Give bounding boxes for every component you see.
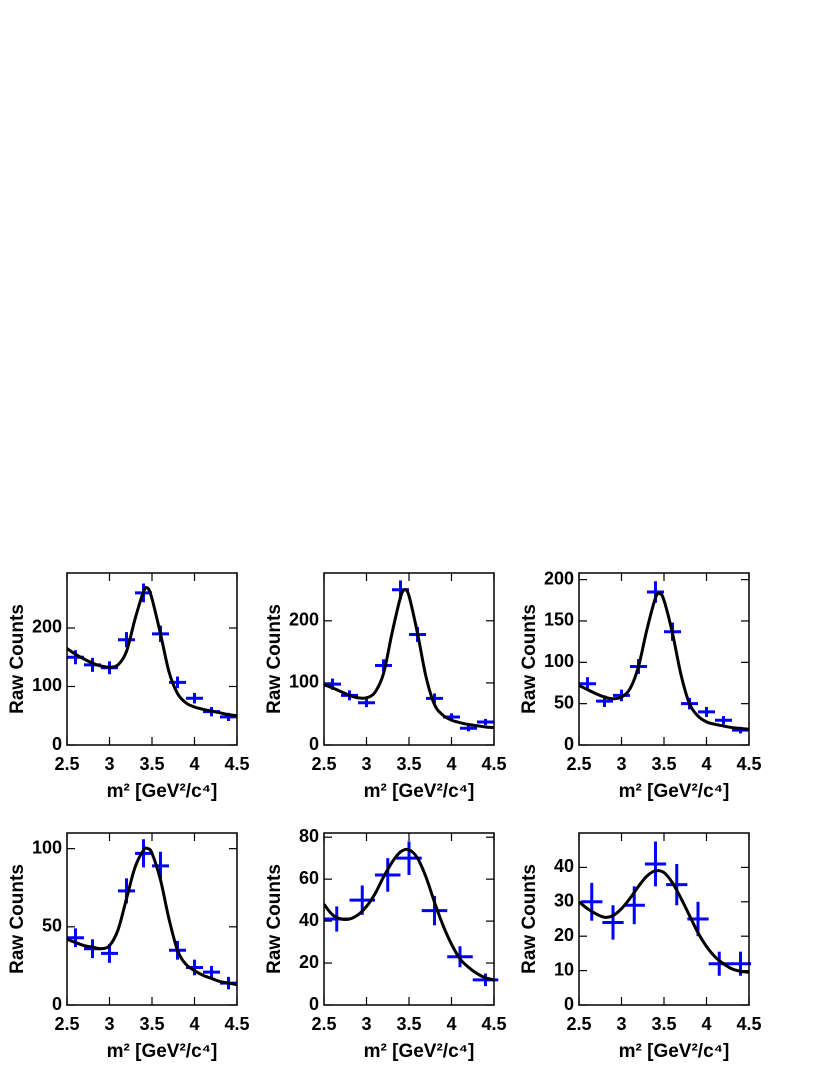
x-axis-title: m² [GeV²/c⁴] xyxy=(619,1041,730,1062)
y-tick-label: 0 xyxy=(52,994,62,1014)
plot-frame xyxy=(66,832,238,1006)
panel: 2.5 3 3.5 4 4.5 0 20 40 60 80 m² [GeV²/c⁴] Raw Coun… xyxy=(264,826,507,1062)
y-tick-label: 100 xyxy=(544,651,574,671)
x-tick-label: 2.5 xyxy=(54,1014,79,1034)
fit-curve xyxy=(324,847,494,982)
x-tick-label: 3.5 xyxy=(396,754,421,774)
x-tick-label: 3 xyxy=(361,754,371,774)
x-tick-label: 4.5 xyxy=(224,1014,249,1034)
y-tick-label: 0 xyxy=(309,994,319,1014)
x-tick-label: 2.5 xyxy=(566,1014,591,1034)
y-tick-label: 10 xyxy=(554,959,574,979)
panel: 2.5 3 3.5 4 4.5 0 10 20 30 40 m² [GeV²/c⁴] Raw Coun… xyxy=(519,832,762,1062)
fit-curve xyxy=(579,591,749,731)
panel: 2.5 3 3.5 4 4.5 0 100 200 m² [GeV²/c⁴] Raw Counts xyxy=(7,572,250,802)
x-tick-label: 3.5 xyxy=(651,1014,676,1034)
x-axis-title: m² [GeV²/c⁴] xyxy=(619,781,730,802)
x-tick-label: 4.5 xyxy=(481,754,506,774)
y-axis-title: Raw Counts xyxy=(264,864,285,974)
plot-frame xyxy=(578,572,750,746)
y-tick-label: 20 xyxy=(554,925,574,945)
x-tick-label: 3 xyxy=(616,1014,626,1034)
y-tick-label: 200 xyxy=(289,610,319,630)
x-tick-label: 2.5 xyxy=(311,754,336,774)
y-tick-label: 40 xyxy=(554,856,574,876)
x-tick-label: 3 xyxy=(104,754,114,774)
y-tick-label: 0 xyxy=(52,734,62,754)
plot-frame xyxy=(66,572,238,746)
panel: 2.5 3 3.5 4 4.5 0 50 100 150 200 m² [GeV²/c⁴] Raw C… xyxy=(519,568,762,802)
y-tick-label: 80 xyxy=(299,826,319,846)
y-axis-title: Raw Counts xyxy=(7,604,28,714)
panel: 2.5 3 3.5 4 4.5 0 100 200 m² [GeV²/c⁴] Raw Counts xyxy=(264,572,507,802)
y-axis-title: Raw Counts xyxy=(519,604,540,714)
y-tick-label: 100 xyxy=(32,837,62,857)
x-tick-label: 3.5 xyxy=(139,754,164,774)
fit-curve xyxy=(67,585,237,718)
y-tick-label: 50 xyxy=(42,916,62,936)
panel: 2.5 3 3.5 4 4.5 0 50 100 m² [GeV²/c⁴] Raw Counts xyxy=(7,832,250,1062)
x-axis-title: m² [GeV²/c⁴] xyxy=(364,781,475,802)
x-tick-label: 3 xyxy=(361,1014,371,1034)
fit-curve xyxy=(579,869,749,974)
y-tick-label: 100 xyxy=(289,672,319,692)
x-tick-label: 3 xyxy=(616,754,626,774)
y-tick-label: 60 xyxy=(299,868,319,888)
x-tick-label: 2.5 xyxy=(54,754,79,774)
plot-frame xyxy=(323,572,495,746)
x-tick-label: 4 xyxy=(446,754,456,774)
x-tick-label: 4 xyxy=(189,754,199,774)
x-tick-label: 2.5 xyxy=(566,754,591,774)
y-axis-title: Raw Counts xyxy=(7,864,28,974)
y-tick-label: 150 xyxy=(544,610,574,630)
x-tick-label: 4 xyxy=(701,1014,711,1034)
x-axis-title: m² [GeV²/c⁴] xyxy=(107,781,218,802)
y-axis-title: Raw Counts xyxy=(264,604,285,714)
y-tick-label: 200 xyxy=(544,568,574,588)
x-tick-label: 3.5 xyxy=(139,1014,164,1034)
y-axis-title: Raw Counts xyxy=(519,864,540,974)
x-tick-label: 4 xyxy=(446,1014,456,1034)
y-tick-label: 0 xyxy=(564,734,574,754)
x-axis-title: m² [GeV²/c⁴] xyxy=(107,1041,218,1062)
x-tick-label: 3.5 xyxy=(651,754,676,774)
y-tick-label: 200 xyxy=(32,617,62,637)
x-tick-label: 4.5 xyxy=(736,754,761,774)
y-tick-label: 50 xyxy=(554,692,574,712)
y-tick-label: 0 xyxy=(309,734,319,754)
plot-frame xyxy=(578,832,750,1006)
fit-curve xyxy=(324,588,494,730)
x-tick-label: 4 xyxy=(701,754,711,774)
x-axis-title: m² [GeV²/c⁴] xyxy=(364,1041,475,1062)
x-tick-label: 4.5 xyxy=(736,1014,761,1034)
x-tick-label: 3 xyxy=(104,1014,114,1034)
y-tick-label: 30 xyxy=(554,891,574,911)
x-tick-label: 4 xyxy=(189,1014,199,1034)
y-tick-label: 100 xyxy=(32,675,62,695)
x-tick-label: 4.5 xyxy=(224,754,249,774)
fit-curve xyxy=(67,846,237,987)
y-tick-label: 20 xyxy=(299,952,319,972)
y-tick-label: 0 xyxy=(564,994,574,1014)
x-tick-label: 4.5 xyxy=(481,1014,506,1034)
y-tick-label: 40 xyxy=(299,910,319,930)
x-tick-label: 2.5 xyxy=(311,1014,336,1034)
plot-frame xyxy=(323,832,495,1006)
x-tick-label: 3.5 xyxy=(396,1014,421,1034)
